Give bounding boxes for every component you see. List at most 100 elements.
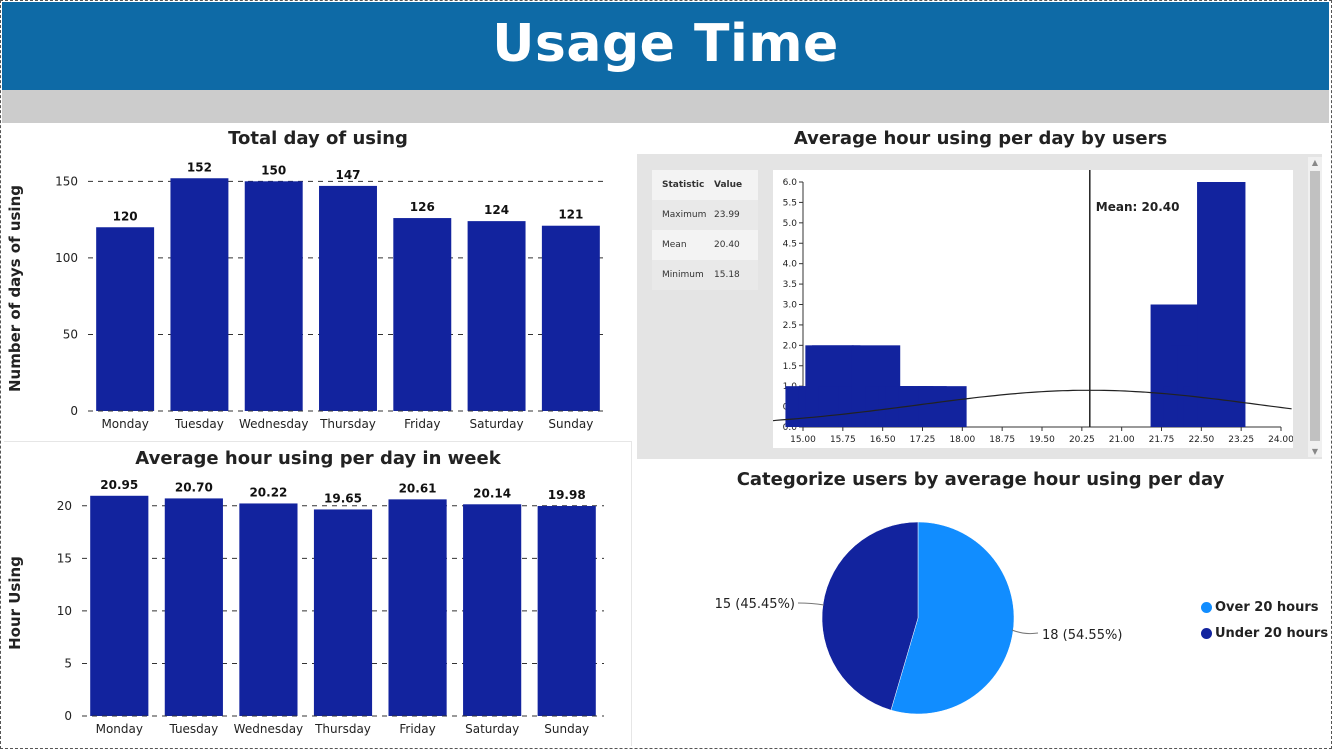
x-tick-label: 21.75 — [1149, 435, 1175, 445]
chart-title-avg-hour-users: Average hour using per day by users — [637, 128, 1324, 149]
legend-dot-icon — [1201, 628, 1212, 639]
x-tick-label: Sunday — [544, 722, 589, 736]
bar — [388, 499, 446, 716]
stats-header: Value — [714, 180, 758, 190]
legend-dot-icon — [1201, 602, 1212, 613]
histogram-bar — [1197, 182, 1245, 427]
stats-header: Statistic — [652, 180, 714, 190]
x-tick-label: 21.00 — [1109, 435, 1135, 445]
mean-label: Mean: 20.40 — [1096, 200, 1180, 214]
data-label: 124 — [484, 203, 509, 217]
bar — [245, 181, 303, 411]
x-tick-label: 19.50 — [1029, 435, 1055, 445]
data-label: 20.95 — [100, 478, 138, 492]
legend-label: Over 20 hours — [1215, 600, 1319, 615]
x-tick-label: Friday — [399, 722, 435, 736]
stats-header-row: Statistic Value — [652, 170, 758, 200]
panel-scrollbar[interactable]: ▲ ▼ — [1308, 157, 1322, 457]
y-tick-label: 100 — [55, 251, 78, 265]
slice-label: 18 (54.55%) — [1042, 628, 1122, 643]
stats-value: 20.40 — [714, 240, 758, 250]
x-tick-label: 15.75 — [830, 435, 856, 445]
y-tick-label: 5 — [64, 656, 72, 670]
avg-hour-week-bar-chart: 0 5 10 15 20 20.95 Monday 20.70 Tuesday 20.22 Wedn… — [0, 470, 636, 746]
x-tick-label: Friday — [404, 417, 440, 431]
stats-value: 23.99 — [714, 210, 758, 220]
bar — [393, 218, 451, 411]
x-tick-label: Saturday — [470, 417, 524, 431]
y-axis-label: Hour Using — [6, 556, 24, 650]
y-tick-label: 2.0 — [783, 341, 798, 351]
x-tick-label: Sunday — [548, 417, 593, 431]
header-banner: Usage Time — [2, 2, 1329, 90]
histogram-bar — [918, 386, 966, 427]
x-tick-label: Tuesday — [174, 417, 224, 431]
page-title: Usage Time — [2, 14, 1329, 74]
total-days-bar-chart: 0 50 100 150 120 Monday 152 Tuesday 150 Wednesday… — [0, 150, 636, 440]
x-tick-label: 22.50 — [1188, 435, 1214, 445]
scrollbar-thumb[interactable] — [1310, 171, 1320, 441]
scroll-up-icon[interactable]: ▲ — [1308, 158, 1322, 167]
statistics-table: Statistic Value Maximum 23.99 Mean 20.40… — [652, 170, 758, 290]
x-tick-label: 18.00 — [949, 435, 975, 445]
data-label: 150 — [261, 163, 286, 177]
bar — [314, 509, 372, 716]
stats-row: Minimum 15.18 — [652, 260, 758, 290]
data-label: 20.61 — [399, 481, 437, 495]
y-tick-label: 1.5 — [783, 362, 797, 372]
x-tick-label: Wednesday — [239, 417, 308, 431]
data-label: 152 — [187, 160, 212, 174]
y-tick-label: 0 — [70, 404, 78, 418]
y-tick-label: 4.0 — [783, 260, 798, 270]
data-label: 20.14 — [473, 486, 511, 500]
legend-label: Under 20 hours — [1215, 626, 1328, 641]
x-tick-label: Tuesday — [168, 722, 218, 736]
leader-line — [798, 603, 824, 605]
y-tick-label: 10 — [57, 604, 72, 618]
stats-label: Minimum — [652, 270, 714, 280]
data-label: 120 — [113, 209, 138, 223]
stats-row: Mean 20.40 — [652, 230, 758, 260]
x-tick-label: 24.00 — [1268, 435, 1293, 445]
x-tick-label: 20.25 — [1069, 435, 1095, 445]
y-tick-label: 3.5 — [783, 280, 797, 290]
y-tick-label: 50 — [63, 327, 78, 341]
stats-label: Mean — [652, 240, 714, 250]
data-label: 19.65 — [324, 491, 362, 505]
y-axis-label: Number of days of using — [6, 185, 24, 392]
bar — [542, 226, 600, 411]
bar — [239, 503, 297, 716]
slice-label: 15 (45.45%) — [715, 597, 795, 612]
histogram-chart: 0.00.51.01.52.02.53.03.54.04.55.05.56.01… — [773, 170, 1293, 448]
stats-label: Maximum — [652, 210, 714, 220]
data-label: 147 — [335, 168, 360, 182]
bar — [319, 186, 377, 411]
data-label: 126 — [410, 200, 435, 214]
scroll-down-icon[interactable]: ▼ — [1308, 447, 1322, 456]
x-tick-label: Monday — [96, 722, 143, 736]
x-tick-label: 23.25 — [1228, 435, 1254, 445]
legend-item-over[interactable]: Over 20 hours — [1201, 600, 1319, 615]
divider — [4, 441, 632, 442]
leader-line — [1012, 630, 1038, 634]
legend-item-under[interactable]: Under 20 hours — [1201, 626, 1328, 641]
chart-title-categorize-users: Categorize users by average hour using p… — [637, 469, 1324, 490]
x-tick-label: 17.25 — [910, 435, 936, 445]
y-tick-label: 2.5 — [783, 321, 797, 331]
x-tick-label: Thursday — [319, 417, 376, 431]
y-tick-label: 0 — [64, 709, 72, 723]
x-tick-label: 18.75 — [989, 435, 1015, 445]
bar — [170, 178, 228, 411]
bar — [96, 227, 154, 411]
bar — [468, 221, 526, 411]
y-tick-label: 5.0 — [783, 219, 798, 229]
bar — [463, 504, 521, 716]
data-label: 20.22 — [249, 485, 287, 499]
data-label: 121 — [558, 208, 583, 222]
data-label: 19.98 — [548, 488, 586, 502]
x-tick-label: 15.00 — [790, 435, 816, 445]
stats-value: 15.18 — [714, 270, 758, 280]
y-tick-label: 5.5 — [783, 198, 797, 208]
y-tick-label: 15 — [57, 551, 72, 565]
y-tick-label: 6.0 — [783, 178, 798, 188]
